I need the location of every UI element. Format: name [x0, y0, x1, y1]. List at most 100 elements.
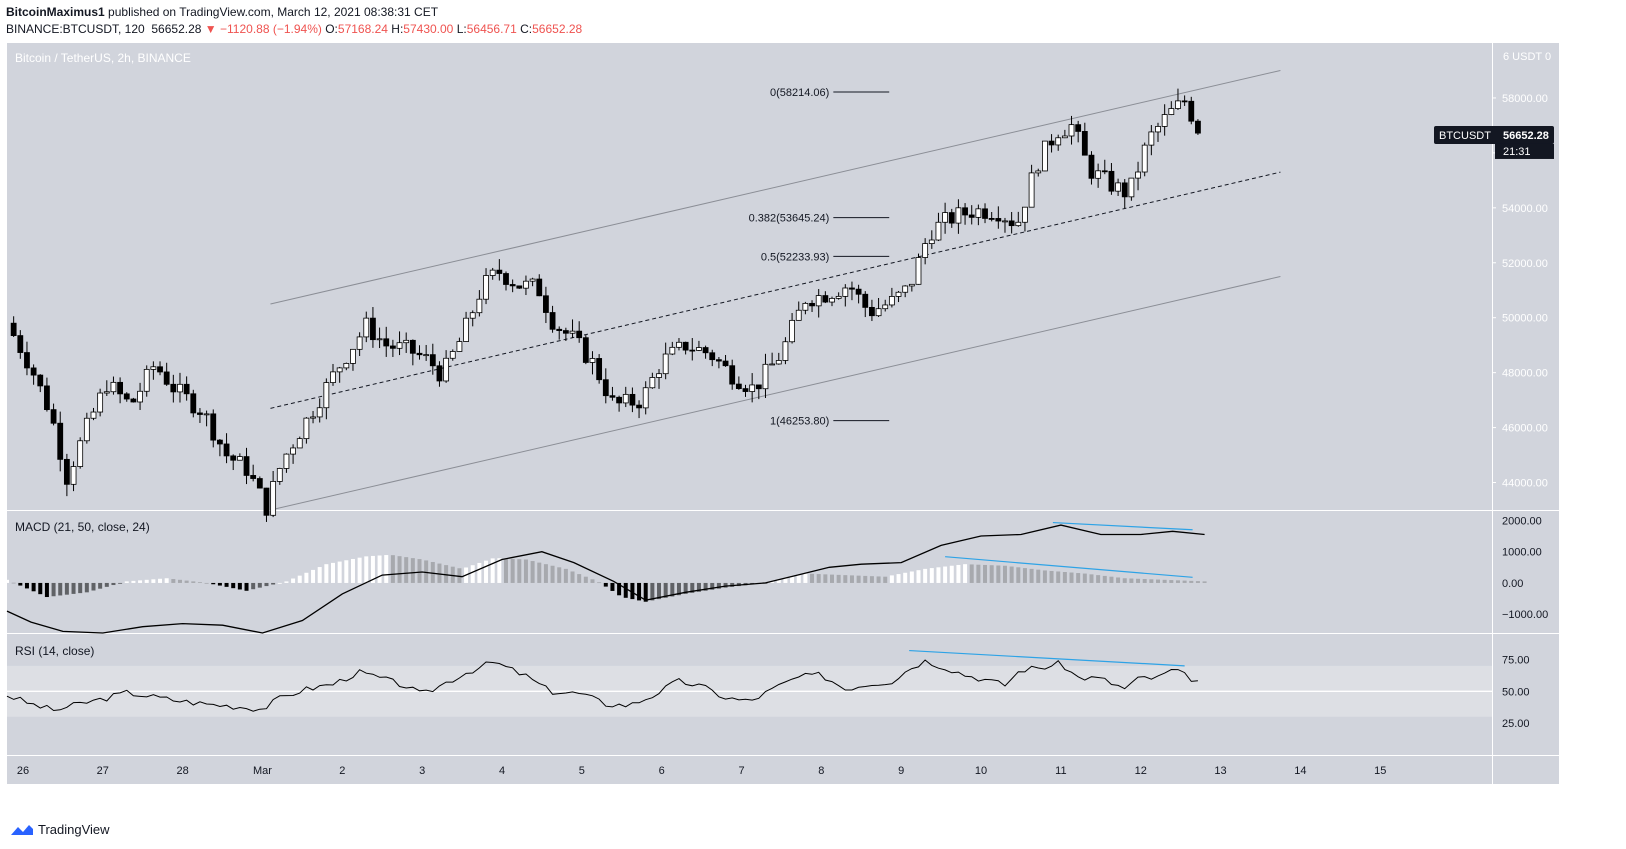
macd-histogram-bar: [657, 582, 662, 600]
candle-body: [449, 351, 456, 359]
open-value: 57168.24: [337, 22, 388, 36]
candle-body: [1042, 140, 1048, 172]
macd-histogram-bar: [929, 568, 934, 583]
author-name[interactable]: BitcoinMaximus1: [6, 5, 105, 19]
macd-histogram-bar: [251, 582, 256, 590]
macd-histogram-bar: [91, 582, 96, 591]
macd-histogram-bar: [24, 582, 29, 589]
macd-histogram-bar: [277, 582, 282, 584]
candle-body: [975, 208, 982, 218]
candle-body: [1022, 206, 1028, 223]
macd-histogram-bar: [856, 575, 861, 583]
macd-histogram-bar: [949, 565, 954, 583]
candle-body: [70, 466, 77, 485]
candle-body: [130, 398, 137, 403]
macd-histogram-bar: [71, 582, 76, 594]
candle-body: [17, 335, 24, 353]
macd-histogram-bar: [1202, 581, 1207, 583]
macd-histogram-bar: [843, 575, 848, 583]
time-tick-label: 11: [1055, 765, 1066, 777]
macd-histogram-bar: [164, 578, 169, 583]
macd-histogram-bar: [1156, 579, 1161, 583]
macd-histogram-bar: [836, 574, 841, 583]
macd-histogram-bar: [796, 575, 801, 583]
candle-body: [110, 381, 117, 393]
macd-histogram-bar: [570, 571, 575, 583]
candle-body: [503, 273, 509, 285]
macd-histogram-bar: [1049, 570, 1054, 583]
price-pane-title: Bitcoin / TetherUS, 2h, BINANCE: [15, 51, 191, 65]
macd-histogram-bar: [1016, 567, 1021, 583]
macd-histogram-bar: [1069, 572, 1074, 583]
candle-body: [409, 339, 416, 354]
macd-line: [6, 524, 1205, 634]
macd-histogram-bar: [237, 582, 242, 590]
time-tick-label: 2: [339, 765, 345, 777]
macd-histogram-bar: [1189, 580, 1194, 583]
macd-histogram-bar: [337, 561, 342, 583]
macd-histogram-bar: [84, 582, 89, 593]
macd-histogram-bar: [104, 582, 109, 587]
macd-histogram-bar: [151, 579, 156, 583]
macd-histogram-bar: [889, 575, 894, 583]
candle-body: [1035, 170, 1042, 174]
macd-pane-title: MACD (21, 50, close, 24): [15, 520, 150, 534]
candle-body: [50, 409, 57, 424]
macd-histogram-bar: [18, 582, 23, 586]
macd-divergence-line-1: [945, 556, 1193, 578]
macd-histogram-bar: [1076, 573, 1081, 583]
macd-histogram-bar: [5, 579, 9, 583]
candle-body: [529, 278, 536, 282]
candle-body: [835, 295, 842, 299]
macd-histogram-bar: [1175, 580, 1180, 583]
candle-body: [895, 291, 902, 297]
candle-body: [1008, 220, 1015, 227]
candle-body: [569, 330, 576, 334]
candle-body: [117, 381, 124, 395]
candle-body: [489, 269, 496, 276]
macd-histogram-bar: [876, 576, 881, 583]
candle-body: [1188, 100, 1195, 122]
macd-histogram-bar: [58, 582, 63, 596]
macd-histogram-bar: [963, 564, 968, 583]
macd-histogram-bar: [1142, 579, 1147, 583]
candle-body: [416, 352, 423, 356]
tradingview-footer[interactable]: TradingView: [10, 822, 110, 837]
time-tick-label: 3: [419, 765, 425, 777]
channel-upper-line: [270, 69, 1281, 305]
macd-histogram-bar: [969, 564, 974, 583]
macd-histogram-bar: [903, 572, 908, 583]
macd-histogram-bar: [490, 558, 495, 583]
candle-body: [1168, 108, 1175, 115]
candle-body: [902, 285, 909, 293]
candle-body: [276, 468, 283, 482]
macd-histogram-bar: [357, 557, 362, 583]
macd-histogram-bar: [184, 580, 189, 583]
candle-body: [336, 367, 343, 373]
macd-histogram-bar: [683, 582, 688, 594]
open-label: O:: [325, 22, 338, 36]
candle-body: [1048, 140, 1055, 146]
macd-histogram-bar: [1116, 577, 1121, 583]
price-change: −1120.88 (−1.94%): [220, 22, 322, 36]
macd-histogram-bar: [410, 558, 415, 583]
candle-body: [729, 365, 736, 385]
macd-histogram-bar: [350, 558, 355, 583]
macd-histogram-bar: [111, 582, 116, 586]
macd-histogram-bar: [1002, 565, 1007, 583]
price-tag-symbol: BTCUSDT: [1439, 130, 1491, 142]
macd-histogram-bar: [590, 579, 595, 583]
macd-histogram-bar: [943, 566, 948, 583]
time-tick-label: 15: [1374, 765, 1386, 777]
candle-body: [596, 358, 603, 381]
macd-histogram-bar: [457, 568, 462, 583]
macd-histogram-bar: [730, 582, 735, 587]
candle-body: [177, 383, 183, 393]
macd-histogram-bar: [324, 564, 329, 583]
candle-body: [662, 353, 669, 375]
candle-body: [303, 417, 310, 440]
macd-histogram-bar: [377, 555, 382, 583]
macd-histogram-bar: [271, 582, 276, 585]
macd-histogram-bar: [437, 563, 442, 583]
